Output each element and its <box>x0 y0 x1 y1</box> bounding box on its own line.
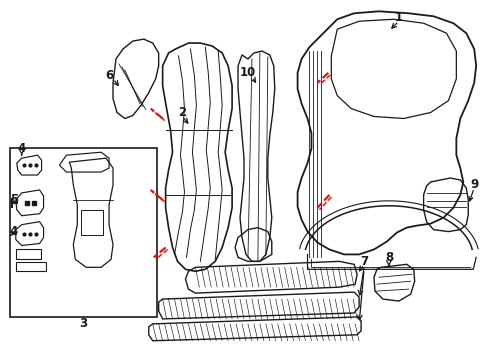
Text: 3: 3 <box>79 318 87 330</box>
Bar <box>16 249 41 260</box>
Text: 7: 7 <box>359 255 367 268</box>
Text: 4: 4 <box>18 142 26 155</box>
Text: 1: 1 <box>394 11 402 24</box>
Text: 8: 8 <box>384 251 392 264</box>
Text: 2: 2 <box>178 106 186 119</box>
Text: 10: 10 <box>239 66 256 79</box>
Text: 5: 5 <box>10 193 18 206</box>
Bar <box>16 262 45 271</box>
Text: 4: 4 <box>10 225 18 238</box>
Bar <box>10 148 156 317</box>
Bar <box>81 210 103 235</box>
Text: 6: 6 <box>105 69 113 82</box>
Text: 9: 9 <box>469 179 477 192</box>
